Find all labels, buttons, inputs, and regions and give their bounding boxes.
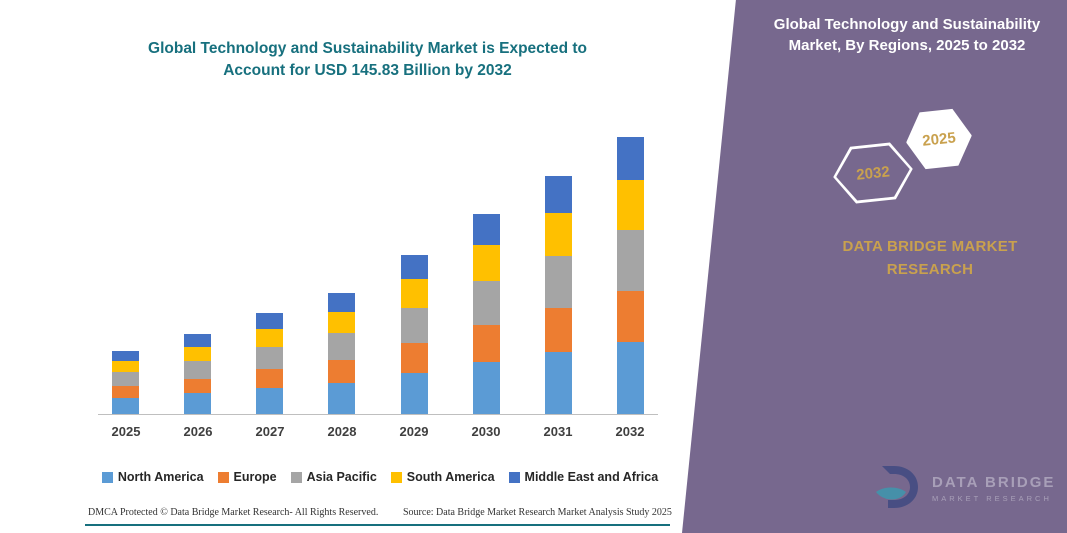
legend-label: Middle East and Africa <box>524 470 659 484</box>
legend-label: Asia Pacific <box>306 470 377 484</box>
legend-swatch <box>217 471 229 483</box>
bar-segment-europe <box>184 378 212 394</box>
bar-segment-asia-pacific <box>328 333 356 361</box>
bar-segment-asia-pacific <box>256 347 284 370</box>
legend-item-europe: Europe <box>217 470 277 484</box>
bar-segment-middle-east-and-africa <box>328 292 356 312</box>
panel-title: Global Technology and Sustainability Mar… <box>757 14 1057 56</box>
bar-segment-north-america <box>256 387 284 414</box>
legend-label: Europe <box>233 470 277 484</box>
bar-segment-europe <box>400 343 428 373</box>
legend-swatch <box>390 471 402 483</box>
legend-swatch <box>101 471 113 483</box>
bar-segment-south-america <box>328 311 356 334</box>
hexagon-badge-2025: 2025 <box>903 105 975 174</box>
x-axis-label-2028: 2028 <box>327 424 357 439</box>
bar-segment-south-america <box>184 346 212 362</box>
bar-segment-north-america <box>328 382 356 414</box>
bar-segment-middle-east-and-africa <box>112 351 139 362</box>
legend-item-middle-east-and-africa: Middle East and Africa <box>508 470 659 484</box>
bar-segment-middle-east-and-africa <box>184 334 212 347</box>
stacked-bar-2027 <box>256 313 284 414</box>
bar-segment-south-america <box>544 213 572 257</box>
footer-divider <box>85 524 670 526</box>
x-axis-label-2031: 2031 <box>543 424 573 439</box>
chart-legend: North America Europe Asia Pacific South Ame… <box>60 470 700 484</box>
brand-name: DATA BRIDGE MARKET RESEARCH <box>842 238 1018 278</box>
logo-text-line2: MARKET RESEARCH <box>932 493 1052 503</box>
bar-segment-asia-pacific <box>400 308 428 344</box>
bar-segment-europe <box>256 369 284 388</box>
bar-plot-area <box>98 128 658 415</box>
bar-segment-south-america <box>256 328 284 348</box>
bar-segment-asia-pacific <box>184 361 212 379</box>
bar-segment-middle-east-and-africa <box>256 313 284 329</box>
bar-segment-north-america <box>400 372 428 414</box>
bar-segment-north-america <box>472 362 500 414</box>
x-axis-label-2030: 2030 <box>471 424 501 439</box>
bar-segment-south-america <box>472 245 500 282</box>
bar-segment-middle-east-and-africa <box>544 176 572 214</box>
stacked-bar-2029 <box>400 254 428 414</box>
company-logo: DATA BRIDGE MARKET RESEARCH <box>872 458 1057 518</box>
stacked-bar-2032 <box>616 137 644 414</box>
bar-segment-asia-pacific <box>616 229 644 291</box>
x-axis-label-2026: 2026 <box>183 424 213 439</box>
x-axis-label-2025: 2025 <box>111 424 141 439</box>
side-panel-background <box>682 0 1067 533</box>
bar-segment-europe <box>544 308 572 353</box>
panel-title-line2: Market, By Regions, 2025 to 2032 <box>788 37 1026 54</box>
bar-segment-north-america <box>184 393 212 414</box>
stacked-bar-2028 <box>328 292 356 414</box>
bar-segment-europe <box>112 386 139 398</box>
legend-item-north-america: North America <box>101 470 204 484</box>
logo-text-line1: DATA BRIDGE <box>932 473 1056 491</box>
bar-segment-north-america <box>616 342 644 414</box>
chart-title-line2: Account for USD 145.83 Billion by 2032 <box>223 62 512 80</box>
x-axis-label-2027: 2027 <box>255 424 285 439</box>
bar-segment-south-america <box>616 179 644 230</box>
bar-segment-north-america <box>544 352 572 414</box>
panel-title-line1: Global Technology and Sustainability <box>773 16 1041 33</box>
bar-segment-europe <box>472 325 500 363</box>
hexagon-year-label: 2032 <box>855 162 891 184</box>
x-axis-label-2029: 2029 <box>399 424 429 439</box>
stacked-bar-2030 <box>472 214 500 414</box>
bar-segment-south-america <box>112 361 139 373</box>
bar-segment-middle-east-and-africa <box>616 137 644 180</box>
logo-d-icon <box>876 466 918 508</box>
legend-label: South America <box>406 470 495 484</box>
bar-segment-asia-pacific <box>112 372 139 387</box>
bar-segment-asia-pacific <box>472 281 500 326</box>
chart-title: Global Technology and Sustainability Mar… <box>95 38 640 83</box>
stacked-bar-2031 <box>544 176 572 414</box>
bar-segment-south-america <box>400 279 428 309</box>
chart-title-line1: Global Technology and Sustainability Mar… <box>148 40 587 57</box>
x-axis-label-2032: 2032 <box>615 424 645 439</box>
hexagon-badge-2032: 2032 <box>830 138 916 208</box>
stacked-bar-2025 <box>112 351 139 414</box>
legend-swatch <box>508 471 520 483</box>
hexagon-year-label: 2025 <box>921 128 957 150</box>
bar-segment-asia-pacific <box>544 256 572 309</box>
bar-segment-north-america <box>112 397 139 414</box>
legend-item-south-america: South America <box>390 470 495 484</box>
bar-segment-middle-east-and-africa <box>472 214 500 246</box>
legend-label: North America <box>117 470 204 484</box>
dmca-notice: DMCA Protected © Data Bridge Market Rese… <box>88 507 379 518</box>
stacked-bar-2026 <box>184 334 212 414</box>
source-note: Source: Data Bridge Market Research Mark… <box>403 507 672 518</box>
legend-swatch <box>290 471 302 483</box>
bar-segment-europe <box>616 290 644 342</box>
bar-segment-middle-east-and-africa <box>400 254 428 280</box>
x-axis-labels: 2025 2026 2027 2028 2029 2030 2031 2032 <box>98 424 658 439</box>
legend-item-asia-pacific: Asia Pacific <box>290 470 377 484</box>
bar-segment-europe <box>328 360 356 383</box>
